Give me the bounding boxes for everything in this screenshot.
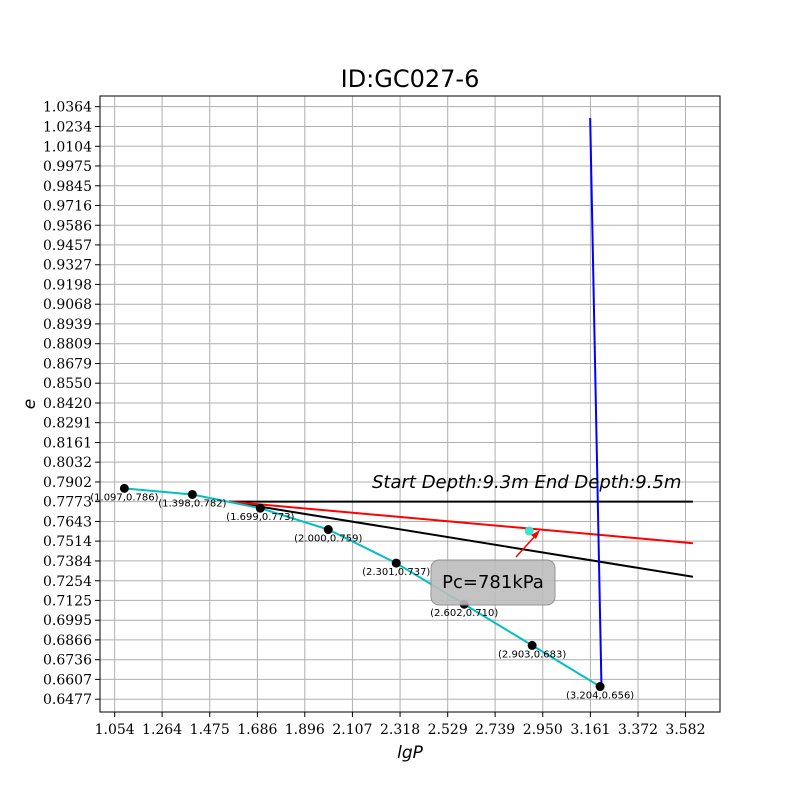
y-tick-label: 0.9586 (43, 218, 92, 234)
grid (100, 96, 720, 712)
x-tick-label: 1.896 (285, 722, 325, 738)
data-label: (2.903,0.683) (498, 649, 566, 660)
depth-annotation: Start Depth:9.3m End Depth:9.5m (372, 472, 681, 493)
y-tick-label: 0.7643 (43, 514, 92, 530)
data-label: (1.097,0.786) (90, 492, 158, 503)
y-tick-label: 0.7384 (43, 554, 92, 570)
x-tick-label: 3.372 (618, 722, 658, 738)
x-tick-label: 3.582 (665, 722, 705, 738)
data-point (323, 525, 333, 535)
data-point (119, 483, 129, 493)
x-tick-label: 2.107 (332, 722, 372, 738)
construction-line (228, 500, 693, 545)
y-tick-label: 0.8032 (43, 455, 92, 471)
x-tick-label: 1.686 (237, 722, 277, 738)
data-label: (2.000,0.759) (294, 534, 362, 545)
y-tick-label: 0.9198 (43, 277, 92, 293)
pc-marker (524, 526, 534, 536)
construction-lines (228, 117, 694, 687)
y-tick-label: 1.0104 (43, 139, 92, 155)
y-tick-label: 0.9975 (43, 159, 92, 175)
y-tick-label: 0.9068 (43, 297, 92, 313)
pc-annotation: Pc=781kPa (442, 572, 544, 593)
y-tick-label: 0.7902 (43, 475, 92, 491)
y-tick-label: 1.0364 (43, 100, 92, 116)
y-tick-label: 0.8939 (43, 317, 92, 333)
chart-title: ID:GC027-6 (341, 65, 480, 93)
x-tick-label: 2.318 (380, 722, 420, 738)
x-tick-label: 1.475 (190, 722, 230, 738)
data-point (391, 558, 401, 568)
construction-line (228, 500, 694, 578)
y-tick-label: 0.6736 (43, 653, 92, 669)
data-point (527, 640, 537, 650)
y-tick-label: 0.9716 (43, 198, 92, 214)
y-tick-label: 0.6607 (43, 672, 92, 688)
compression-curve: (1.097,0.786)(1.398,0.782)(1.699,0.773)(… (90, 483, 634, 702)
data-label: (2.602,0.710) (430, 608, 498, 619)
x-axis: 1.054 1.264 1.475 1.686 1.896 2.107 2.318 2.529… (95, 712, 706, 738)
y-axis-label: e (20, 399, 40, 409)
data-point (187, 489, 197, 499)
series-line (124, 487, 601, 688)
y-tick-label: 0.8550 (43, 376, 92, 392)
y-tick-label: 0.6995 (43, 613, 92, 629)
y-tick-label: 0.9457 (43, 238, 92, 254)
pc-box (430, 559, 556, 606)
y-tick-label: 0.7514 (43, 534, 92, 550)
y-axis: 1.0364 1.0234 1.0104 0.9975 0.9845 0.9716 0.95… (43, 100, 100, 708)
x-tick-label: 2.529 (428, 722, 468, 738)
x-tick-label: 2.950 (523, 722, 563, 738)
y-tick-label: 0.8161 (43, 435, 92, 451)
x-tick-label: 2.739 (475, 722, 515, 738)
x-axis-label: lgP (397, 743, 424, 763)
x-tick-label: 1.264 (142, 722, 182, 738)
y-tick-label: 0.7773 (43, 495, 92, 511)
y-tick-label: 0.8420 (43, 396, 92, 412)
y-tick-label: 0.9327 (43, 258, 92, 274)
data-point (595, 682, 605, 692)
x-tick-label: 3.161 (570, 722, 610, 738)
data-point (255, 503, 265, 513)
annotations: Start Depth:9.3m End Depth:9.5m Pc=781kP… (372, 472, 681, 606)
pc-arrowhead (531, 530, 540, 539)
y-tick-label: 0.6477 (43, 692, 92, 708)
y-tick-label: 0.7125 (43, 593, 92, 609)
y-tick-label: 0.9845 (43, 179, 92, 195)
y-tick-label: 0.7254 (43, 574, 92, 590)
data-label: (1.699,0.773) (226, 512, 294, 523)
pc-arrow (515, 534, 537, 558)
data-label: (1.398,0.782) (158, 498, 226, 509)
y-tick-label: 1.0234 (43, 119, 92, 135)
construction-line (589, 117, 603, 687)
y-tick-label: 0.8291 (43, 416, 92, 432)
y-tick-label: 0.8809 (43, 337, 92, 353)
x-tick-label: 1.054 (95, 722, 135, 738)
y-tick-label: 0.6866 (43, 633, 92, 649)
plot-frame (99, 95, 721, 713)
data-label: (2.301,0.737) (362, 567, 430, 578)
data-label: (3.204,0.656) (566, 691, 634, 702)
y-tick-label: 0.8679 (43, 357, 92, 373)
